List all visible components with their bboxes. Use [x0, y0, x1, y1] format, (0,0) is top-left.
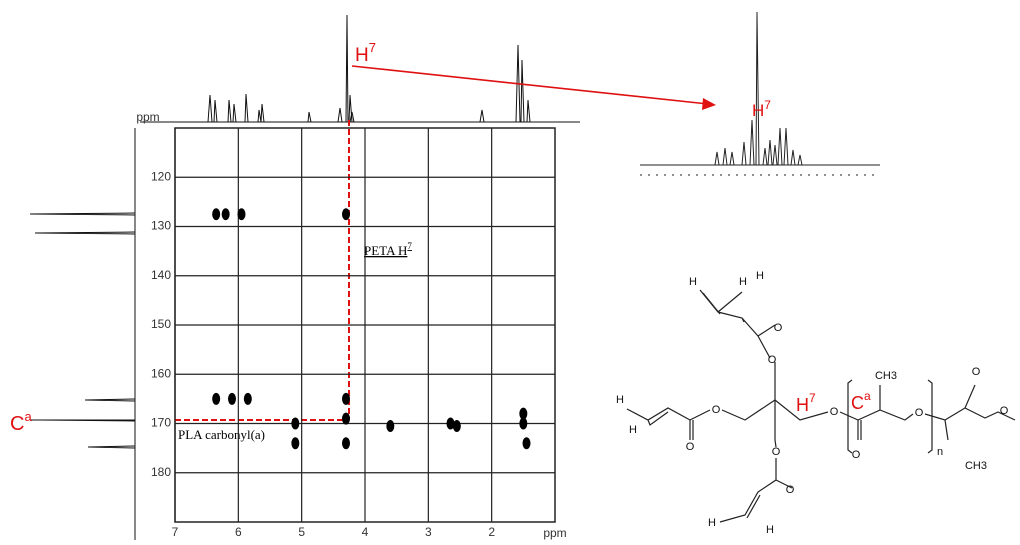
atom-label: CH3: [875, 370, 897, 382]
inset-h7-text: H: [752, 101, 764, 120]
y-tick-label: 150: [151, 317, 171, 331]
x-tick-label: 2: [488, 525, 495, 539]
atom-label: O: [830, 406, 839, 418]
structure-bonds: [626, 289, 1016, 523]
cross-peak: [342, 437, 350, 450]
proton-peaks: [207, 14, 531, 123]
inset-h7-label: H7: [752, 98, 771, 120]
atom-label: CH3: [965, 460, 987, 472]
atom-label: H: [629, 424, 637, 436]
ca-label: Ca: [10, 409, 32, 435]
atom-label: O: [712, 404, 721, 416]
cross-peak: [243, 392, 252, 405]
atom-label: H: [756, 270, 764, 282]
h7-text: H: [355, 45, 369, 66]
ca-text: C: [10, 413, 24, 435]
atom-label: O: [852, 449, 861, 461]
atom-label: O: [768, 354, 777, 366]
x-tick-label: 4: [362, 525, 369, 539]
cross-peak: [446, 417, 455, 430]
cross-peak: [291, 437, 300, 450]
atom-label: H: [616, 394, 624, 406]
atom-label: H: [708, 517, 716, 529]
peta-sup: 7: [407, 241, 412, 251]
cross-peak: [291, 417, 300, 430]
atom-label: H: [689, 276, 697, 288]
h7-sup: 7: [369, 40, 376, 55]
atom-label: O: [972, 366, 981, 378]
atom-label: O: [774, 322, 783, 334]
proton-projection: [140, 14, 580, 123]
y-tick-label: 160: [151, 366, 171, 380]
cross-peak: [519, 417, 528, 430]
arrow: [351, 65, 709, 105]
h7-label: H7: [355, 40, 376, 66]
y-tick-label: 120: [151, 169, 171, 183]
peta-label: PETA H7: [364, 241, 412, 258]
atom-label: O: [915, 407, 924, 419]
x-tick-label: 3: [425, 525, 432, 539]
x-tick-label: 7: [172, 525, 179, 539]
inset-spectrum: [640, 11, 880, 176]
atom-label: O: [786, 484, 795, 496]
y-tick-label: 170: [151, 416, 171, 430]
ca-sup: a: [24, 409, 32, 424]
arrow-head: [702, 98, 716, 110]
cross-peak: [342, 412, 350, 425]
cross-peak: [212, 208, 221, 221]
structure-ca: Ca: [851, 389, 871, 413]
structure-h7-text: H: [796, 395, 809, 415]
atom-label: n: [937, 446, 943, 458]
structure-ca-sup: a: [864, 389, 871, 403]
carbon-peaks: [29, 212, 136, 449]
cross-peak: [237, 208, 246, 221]
inset-h7-sup: 7: [764, 98, 771, 112]
carbon-projection: [29, 128, 136, 540]
structure-ca-text: C: [851, 393, 864, 413]
x-tick-label: 5: [298, 525, 305, 539]
cross-peak: [342, 208, 350, 221]
structure-h7-sup: 7: [809, 391, 816, 405]
cross-peak: [212, 392, 221, 405]
peta-text: PETA H: [364, 243, 407, 258]
cross-peak: [386, 419, 395, 432]
atom-label: H: [766, 524, 774, 536]
cross-peak: [342, 392, 350, 405]
guide-lines: [175, 120, 350, 421]
x-axis-label: ppm: [543, 526, 566, 540]
pla-label: PLA carbonyl(a): [178, 427, 265, 442]
atom-label: O: [686, 441, 695, 453]
cross-peak: [522, 437, 531, 450]
inset-peaks: [714, 11, 803, 166]
structure-h7: H7: [796, 391, 816, 415]
atom-label: H: [739, 276, 747, 288]
y-tick-label: 130: [151, 219, 171, 233]
y-axis-label: ppm: [136, 110, 159, 124]
atom-label: O: [772, 446, 781, 458]
cross-peak: [221, 208, 230, 221]
y-tick-label: 180: [151, 465, 171, 479]
cross-peak: [228, 392, 236, 405]
cross-peak: [519, 407, 528, 420]
cross-peak: [452, 419, 461, 432]
x-tick-label: 6: [235, 525, 242, 539]
y-tick-label: 140: [151, 268, 171, 282]
atom-label: O: [1000, 405, 1009, 417]
